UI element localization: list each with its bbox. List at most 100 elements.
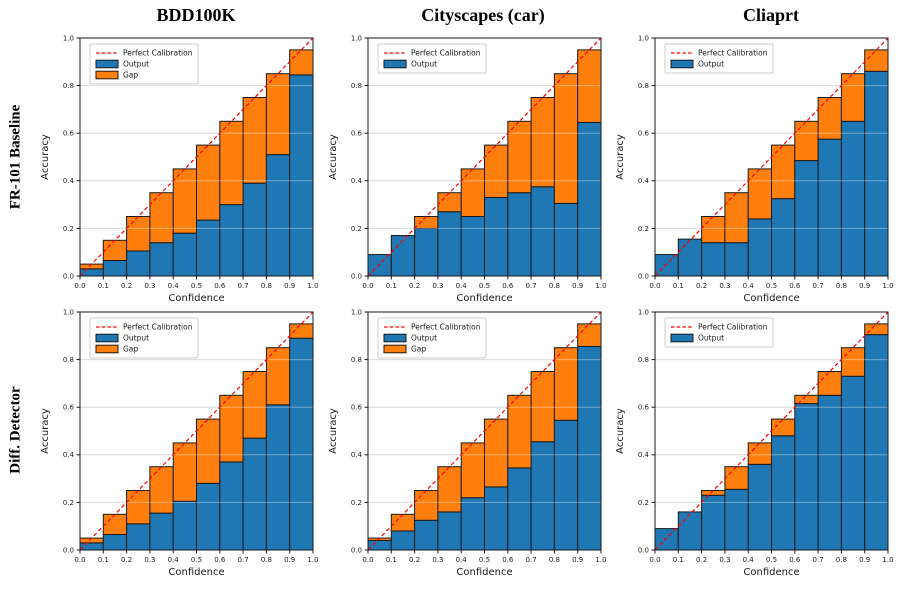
y-tick-label: 0.8 bbox=[638, 82, 649, 90]
legend-label: Output bbox=[411, 60, 437, 69]
gap-bar bbox=[840, 73, 866, 122]
x-tick-label: 0.2 bbox=[409, 282, 420, 290]
y-axis-label: Accuracy bbox=[615, 408, 626, 454]
y-tick-label: 1.0 bbox=[351, 308, 362, 316]
output-bar bbox=[701, 242, 726, 277]
y-tick-label: 0.2 bbox=[351, 225, 362, 233]
output-bar bbox=[126, 250, 151, 277]
legend-label: Output bbox=[698, 334, 724, 343]
y-axis-label: Accuracy bbox=[40, 134, 51, 180]
gap-bar bbox=[437, 466, 462, 513]
chart-diff-detector-bdd100k: 0.0 0.1 0.2 0.3 0.4 0.5 0.6 0.7 0.8 0.9 1.0 0.0 0.2 0… bbox=[32, 302, 332, 594]
x-axis-label: Confidence bbox=[168, 567, 224, 578]
y-tick-label: 0.0 bbox=[638, 546, 649, 554]
x-tick-label: 0.3 bbox=[144, 556, 155, 564]
x-tick-label: 0.6 bbox=[789, 282, 801, 290]
column-title-bdd100k: BDD100K bbox=[156, 5, 236, 25]
gap-bar bbox=[196, 144, 221, 221]
legend-label: Perfect Calibration bbox=[698, 323, 768, 332]
reliability-diagram: 0.0 0.1 0.2 0.3 0.4 0.5 0.6 0.7 0.8 0.9 1.0 0.0 0.2 0… bbox=[40, 34, 319, 304]
x-tick-label: 0.2 bbox=[121, 282, 132, 290]
gap-bar bbox=[840, 347, 866, 377]
x-tick-label: 0.5 bbox=[766, 556, 777, 564]
legend-output-swatch bbox=[95, 333, 119, 343]
x-tick-label: 0.8 bbox=[261, 282, 272, 290]
gap-bar bbox=[771, 418, 796, 437]
gap-bar bbox=[507, 394, 532, 469]
x-tick-label: 0.0 bbox=[649, 282, 660, 290]
x-tick-label: 0.6 bbox=[502, 556, 514, 564]
output-bar bbox=[79, 268, 104, 277]
x-tick-label: 0.8 bbox=[261, 556, 272, 564]
gap-bar bbox=[530, 371, 555, 443]
output-bar bbox=[794, 160, 819, 277]
gap-bar bbox=[242, 97, 267, 184]
output-bar bbox=[390, 235, 416, 277]
output-bar bbox=[654, 528, 679, 551]
legend-label: Perfect Calibration bbox=[123, 323, 193, 332]
x-tick-label: 1.0 bbox=[307, 556, 318, 564]
x-tick-label: 0.2 bbox=[409, 556, 420, 564]
gap-bar bbox=[507, 120, 532, 194]
x-tick-label: 0.9 bbox=[859, 282, 870, 290]
y-tick-label: 0.4 bbox=[63, 451, 75, 459]
x-tick-label: 0.1 bbox=[386, 282, 397, 290]
legend-label: Output bbox=[411, 334, 437, 343]
output-bar bbox=[102, 534, 128, 551]
x-tick-label: 0.4 bbox=[168, 282, 180, 290]
output-bar bbox=[414, 227, 439, 277]
x-tick-label: 0.7 bbox=[526, 556, 537, 564]
x-tick-label: 0.3 bbox=[432, 282, 443, 290]
output-bar bbox=[677, 511, 703, 551]
y-tick-label: 0.2 bbox=[63, 499, 74, 507]
gap-bar bbox=[242, 371, 267, 439]
output-bar bbox=[437, 511, 462, 551]
output-bar bbox=[242, 182, 267, 277]
output-bar bbox=[577, 121, 602, 277]
gap-bar bbox=[577, 49, 602, 123]
output-bar bbox=[265, 154, 291, 277]
y-tick-label: 0.0 bbox=[63, 546, 74, 554]
x-tick-label: 0.7 bbox=[813, 556, 824, 564]
x-tick-label: 0.1 bbox=[673, 282, 684, 290]
x-tick-label: 0.6 bbox=[502, 282, 514, 290]
output-bar bbox=[460, 497, 485, 551]
x-tick-label: 0.8 bbox=[836, 282, 847, 290]
y-tick-label: 0.4 bbox=[351, 451, 363, 459]
output-bar bbox=[367, 254, 392, 277]
output-bar bbox=[172, 500, 197, 551]
gap-bar bbox=[172, 168, 197, 234]
gap-bar bbox=[794, 120, 819, 162]
x-tick-label: 0.0 bbox=[649, 556, 660, 564]
x-tick-label: 0.1 bbox=[98, 282, 109, 290]
output-bar bbox=[553, 202, 579, 277]
legend-label: Gap bbox=[123, 71, 138, 80]
x-tick-label: 1.0 bbox=[307, 282, 318, 290]
gap-bar bbox=[196, 418, 221, 484]
x-tick-label: 0.1 bbox=[386, 556, 397, 564]
x-tick-label: 0.1 bbox=[98, 556, 109, 564]
x-tick-label: 0.9 bbox=[284, 556, 295, 564]
output-bar bbox=[747, 218, 772, 277]
gap-bar bbox=[530, 97, 555, 188]
y-axis-label: Accuracy bbox=[40, 408, 51, 454]
y-tick-label: 1.0 bbox=[63, 308, 74, 316]
legend-output-swatch bbox=[383, 59, 407, 69]
y-axis-label: Accuracy bbox=[328, 408, 339, 454]
chart-fr101-baseline-bdd100k: 0.0 0.1 0.2 0.3 0.4 0.5 0.6 0.7 0.8 0.9 1.0 0.0 0.2 0… bbox=[32, 28, 332, 320]
reliability-diagram: 0.0 0.1 0.2 0.3 0.4 0.5 0.6 0.7 0.8 0.9 1.0 0.0 0.2 0… bbox=[328, 34, 607, 304]
y-tick-label: 1.0 bbox=[638, 34, 649, 42]
x-tick-label: 0.2 bbox=[121, 556, 132, 564]
x-tick-label: 0.5 bbox=[191, 282, 202, 290]
output-bar bbox=[840, 375, 866, 551]
x-tick-label: 0.7 bbox=[238, 282, 249, 290]
output-bar bbox=[414, 519, 439, 551]
x-tick-label: 0.6 bbox=[214, 556, 226, 564]
gap-bar bbox=[460, 442, 485, 499]
output-bar bbox=[577, 346, 602, 551]
x-tick-label: 1.0 bbox=[882, 556, 893, 564]
x-tick-label: 0.3 bbox=[432, 556, 443, 564]
legend-output-swatch bbox=[670, 59, 694, 69]
x-axis-label: Confidence bbox=[168, 293, 224, 304]
gap-bar bbox=[219, 120, 244, 206]
